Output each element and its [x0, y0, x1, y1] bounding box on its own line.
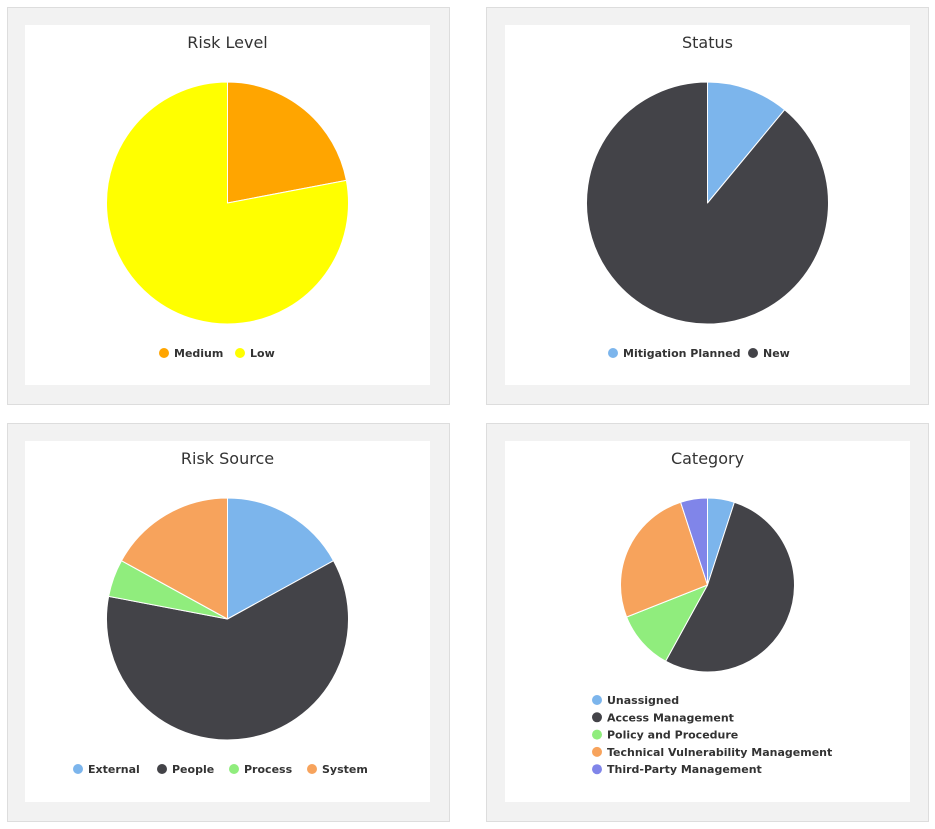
- pie-slice-third-party-management[interactable]: [680, 497, 708, 586]
- pie-slice-external[interactable]: [227, 497, 335, 620]
- legend-item-third-party-management[interactable]: Third-Party Management: [592, 763, 762, 776]
- legend-item-low[interactable]: Low: [235, 347, 275, 360]
- legend-item-medium[interactable]: Medium: [159, 347, 223, 360]
- legend-marker: [229, 764, 239, 774]
- legend-item-process[interactable]: Process: [229, 763, 293, 776]
- pie-slice-low[interactable]: [106, 81, 349, 325]
- legend-item-people[interactable]: People: [157, 763, 214, 776]
- pie-slice-new[interactable]: [586, 81, 829, 325]
- legend-label: Technical Vulnerability Management: [607, 746, 832, 759]
- pie-slice-mitigation-planned[interactable]: [707, 81, 786, 204]
- status-chart: Status Mitigation Planned New: [505, 25, 910, 385]
- risk-source-chart: Risk Source External People Process System: [25, 441, 430, 802]
- category-svg: Category Unassigned Access Management Poli…: [592, 449, 832, 776]
- pie-slice-access-management[interactable]: [665, 501, 795, 673]
- risk-level-chart: Risk Level Medium Low: [25, 25, 430, 385]
- legend-item-external[interactable]: External: [73, 763, 140, 776]
- pie-slice-technical-vulnerability-management[interactable]: [620, 501, 708, 618]
- legend-label: Policy and Procedure: [607, 729, 738, 742]
- legend-label: Mitigation Planned: [623, 347, 741, 360]
- chart-title: Status: [682, 33, 733, 52]
- legend-marker: [307, 764, 317, 774]
- chart-title: Category: [671, 449, 744, 468]
- legend-label: Medium: [174, 347, 223, 360]
- legend-marker: [592, 746, 602, 757]
- pie-slice-people[interactable]: [106, 560, 349, 741]
- legend-item-access-management[interactable]: Access Management: [592, 711, 734, 724]
- legend-label: Unassigned: [607, 694, 679, 707]
- legend-label: Access Management: [607, 711, 734, 724]
- pie-slice-medium[interactable]: [227, 81, 347, 204]
- legend-label: Low: [250, 347, 275, 360]
- legend-label: People: [172, 763, 214, 776]
- legend-item-unassigned[interactable]: Unassigned: [592, 694, 679, 707]
- legend-marker: [608, 348, 618, 358]
- legend-item-system[interactable]: System: [307, 763, 368, 776]
- legend-marker: [159, 348, 169, 358]
- legend-item-policy-and-procedure[interactable]: Policy and Procedure: [592, 729, 738, 742]
- legend-label: Third-Party Management: [607, 763, 762, 776]
- legend-marker: [592, 729, 602, 740]
- legend-marker: [235, 348, 245, 358]
- legend-marker: [592, 695, 602, 705]
- risk-level-svg: Risk Level Medium Low: [106, 33, 349, 360]
- legend-marker: [157, 764, 167, 774]
- legend-label: New: [763, 347, 790, 360]
- legend-label: Process: [244, 763, 293, 776]
- legend-marker: [592, 764, 602, 775]
- legend-marker: [592, 712, 602, 723]
- legend-label: External: [88, 763, 140, 776]
- legend-item-technical-vulnerability-management[interactable]: Technical Vulnerability Management: [592, 746, 832, 759]
- pie-slice-system[interactable]: [120, 497, 228, 620]
- chart-title: Risk Source: [181, 449, 274, 468]
- legend-item-mitigation-planned[interactable]: Mitigation Planned: [608, 347, 741, 360]
- legend-marker: [73, 764, 83, 774]
- risk-source-svg: Risk Source External People Process System: [73, 449, 368, 776]
- legend-item-new[interactable]: New: [748, 347, 790, 360]
- legend-marker: [748, 348, 758, 358]
- status-svg: Status Mitigation Planned New: [586, 33, 829, 360]
- legend-label: System: [322, 763, 368, 776]
- chart-title: Risk Level: [187, 33, 267, 52]
- category-chart: Category Unassigned Access Management Poli…: [505, 441, 910, 802]
